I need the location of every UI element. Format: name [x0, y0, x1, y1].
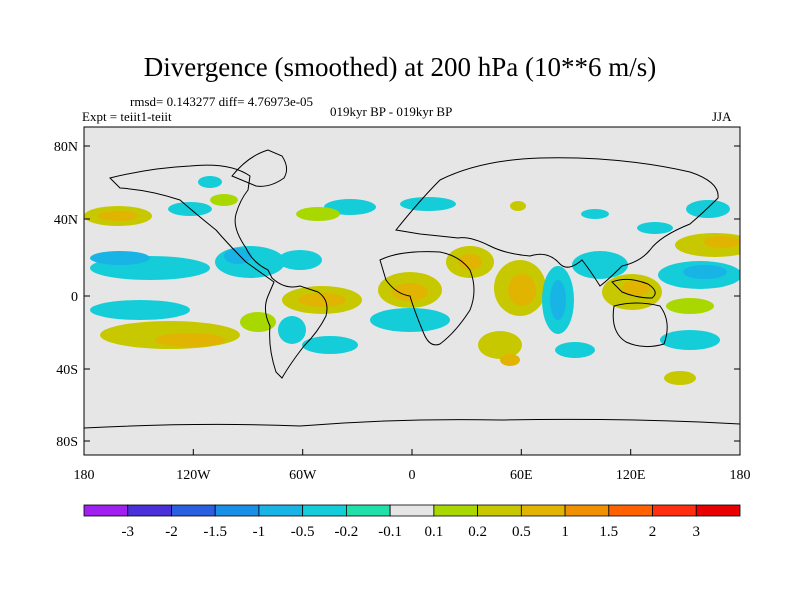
coastlines: [83, 149, 741, 429]
positive-anomaly: [500, 354, 520, 366]
positive-anomaly: [622, 280, 650, 296]
colorbar-label: 0.1: [424, 524, 443, 540]
colorbar-label: 0.5: [512, 524, 531, 540]
positive-anomaly: [508, 274, 536, 306]
colorbar-label: 1.5: [599, 524, 618, 540]
colorbar-label: -1.5: [203, 524, 227, 540]
colorbar-swatch: [564, 504, 610, 517]
colorbar-swatch: [258, 504, 304, 517]
negative-anomaly: [400, 197, 456, 211]
positive-anomaly: [392, 283, 428, 301]
antarctica-coastline: [83, 418, 741, 429]
lon-tick-label: 180: [74, 468, 95, 483]
negative-anomaly: [683, 265, 727, 279]
colorbar-label: 0.2: [468, 524, 487, 540]
negative-anomaly: [198, 176, 222, 188]
lon-tick-label: 120W: [176, 468, 211, 483]
colorbar-swatch: [171, 504, 216, 517]
negative-anomaly: [215, 246, 285, 278]
colorbar-swatch: [302, 504, 347, 517]
colorbar-swatch: [695, 504, 741, 517]
colorbar-label: 1: [561, 524, 569, 540]
colorbar-label: -1: [253, 524, 266, 540]
negative-anomaly: [555, 342, 595, 358]
colorbar-label: -0.5: [291, 524, 315, 540]
lat-tick-label: 80N: [54, 140, 78, 155]
season-label: JJA: [712, 109, 732, 124]
lon-tick-label: 120E: [616, 468, 646, 483]
lon-tick-label: 60W: [289, 468, 317, 483]
colorbar-label: 2: [649, 524, 657, 540]
colorbar-label: -0.2: [335, 524, 359, 540]
colorbar-swatch: [433, 504, 479, 517]
colorbar-swatch: [127, 504, 172, 517]
colorbar: -3 -2 -1.5 -1 -0.5 -0.2 -0.1 0.1 0.2 0.5 1 1.5 2 3: [83, 504, 741, 540]
positive-anomaly: [458, 254, 482, 270]
greenland-coastline: [231, 149, 288, 187]
colorbar-swatch: [520, 504, 566, 517]
positive-anomaly: [98, 211, 138, 221]
positive-anomaly: [704, 236, 740, 248]
latitude-axis: 80N 40N 0 40S 80S: [54, 140, 740, 450]
lat-tick-label: 40N: [54, 213, 78, 228]
eurasia-coastline: [395, 157, 719, 287]
colorbar-label: -2: [165, 524, 178, 540]
colorbar-label: 3: [693, 524, 701, 540]
colorbar-swatch: [389, 504, 435, 517]
positive-anomaly: [240, 312, 276, 332]
lat-tick-label: 80S: [56, 435, 78, 450]
negative-anomaly: [302, 336, 358, 354]
negative-anomaly: [637, 222, 673, 234]
positive-anomaly: [155, 333, 225, 347]
positive-anomaly: [666, 298, 714, 314]
colorbar-swatch: [214, 504, 260, 517]
colorbar-swatch: [608, 504, 653, 517]
colorbar-label: -3: [121, 524, 134, 540]
negative-anomaly: [660, 330, 720, 350]
colorbar-label: -0.1: [378, 524, 402, 540]
positive-anomaly: [478, 331, 522, 359]
lon-tick-label: 60E: [510, 468, 533, 483]
indonesia-coastline: [611, 278, 656, 299]
lat-tick-label: 0: [71, 290, 78, 305]
negative-anomaly: [278, 250, 322, 270]
americas-coastline: [109, 164, 328, 379]
colorbar-swatch: [477, 504, 522, 517]
experiment-label: Expt = teiit1-teiit: [82, 109, 172, 124]
longitude-axis: 180 120W 60W 0 60E 120E 180: [74, 449, 751, 483]
lat-tick-label: 40S: [56, 363, 78, 378]
negative-anomaly: [686, 200, 730, 218]
lon-tick-label: 180: [730, 468, 751, 483]
colorbar-swatch: [83, 504, 129, 517]
negative-anomaly: [370, 308, 450, 332]
negative-anomaly: [550, 280, 566, 320]
stats-label: rmsd= 0.143277 diff= 4.76973e-05: [130, 94, 314, 109]
africa-coastline: [379, 251, 475, 346]
positive-anomaly: [510, 201, 526, 211]
negative-anomaly: [278, 316, 306, 344]
negative-anomaly: [90, 300, 190, 320]
colorbar-swatch: [652, 504, 697, 517]
positive-anomaly: [296, 207, 340, 221]
positive-anomaly: [664, 371, 696, 385]
australia-coastline: [612, 302, 668, 348]
colorbar-swatch: [345, 504, 391, 517]
negative-anomaly: [90, 251, 150, 265]
positive-anomaly: [298, 293, 346, 307]
negative-anomaly: [572, 251, 628, 279]
period-label: 019kyr BP - 019kyr BP: [330, 104, 453, 119]
negative-anomaly: [224, 248, 252, 264]
lon-tick-label: 0: [409, 468, 416, 483]
map-title: Divergence (smoothed) at 200 hPa (10**6 …: [143, 52, 657, 82]
positive-anomaly: [210, 194, 238, 206]
negative-anomaly: [581, 209, 609, 219]
